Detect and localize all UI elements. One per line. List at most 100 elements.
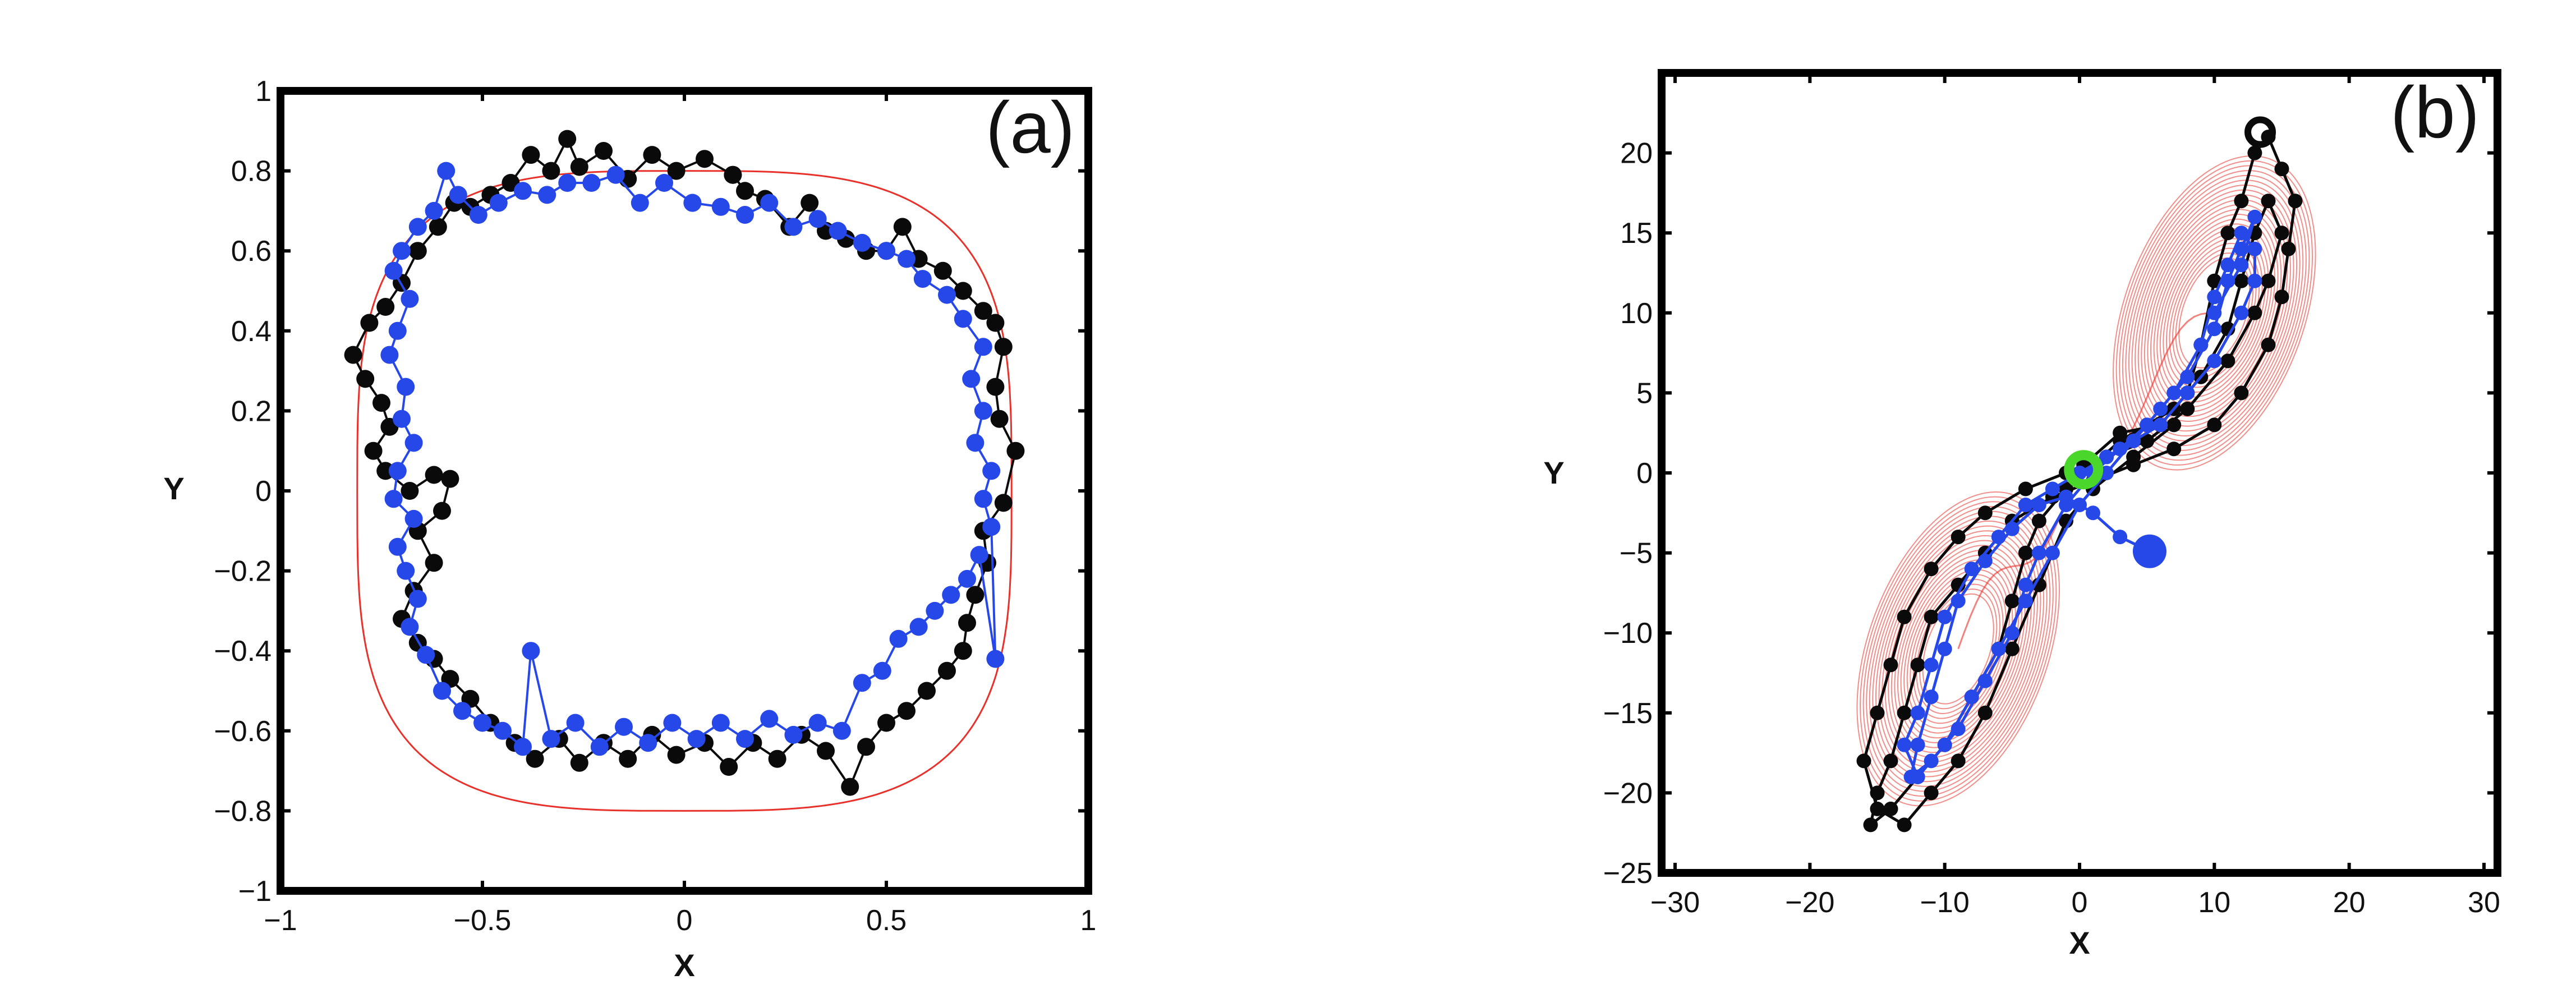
panel-a-data-point <box>489 194 508 212</box>
panel-b-data-point <box>1991 641 2006 656</box>
panel-b-data-point <box>2113 530 2128 545</box>
panel-a-data-point <box>808 210 827 228</box>
panel-a-ytick-label: 0 <box>255 475 272 508</box>
panel-b-xtick-label: 10 <box>2198 886 2230 919</box>
panel-b-data-point <box>2180 401 2195 416</box>
panel-a-data-point <box>933 261 952 280</box>
panel-a-data-point <box>760 194 779 212</box>
panel-a-data-point <box>437 162 456 180</box>
panel-b-data-point <box>1951 753 1966 769</box>
panel-a-data-point <box>433 682 451 700</box>
panel-a-data-point <box>893 218 912 236</box>
panel-a-data-point <box>384 261 403 280</box>
panel-b-data-point <box>2166 385 2182 401</box>
panel-b-data-point <box>1924 689 1939 705</box>
panel-b-ytick-label: −5 <box>1620 537 1653 570</box>
panel-a-data-point <box>417 646 435 664</box>
panel-a-xtick-label: 1 <box>1080 904 1097 937</box>
panel-a-data-point <box>687 730 706 748</box>
panel-b-data-point <box>2288 194 2303 209</box>
panel-b: −30 −20 −10 0 10 20 30 −25 −20 −15 −10 −5 0 5 10 15 20 (… <box>1543 69 2501 960</box>
panel-b-xlabel: X <box>2069 925 2090 960</box>
panel-b-data-point <box>2234 257 2249 273</box>
panel-a-data-point <box>433 502 451 520</box>
panel-b-data-point <box>1977 553 1993 568</box>
panel-a-data-point <box>974 338 992 356</box>
panel-a-data-point <box>425 554 443 572</box>
panel-b-ytick-label: −10 <box>1603 617 1653 650</box>
panel-b-data-point <box>2247 273 2262 288</box>
panel-a-data-point <box>926 601 944 620</box>
panel-b-data-point <box>2247 209 2262 224</box>
panel-b-ytick-label: −15 <box>1603 697 1653 730</box>
panel-a-data-point <box>570 753 588 772</box>
panel-b-data-point <box>2166 417 2182 433</box>
panel-a-data-point <box>425 466 443 484</box>
panel-b-data-point <box>2234 226 2249 241</box>
panel-b-data-point <box>2059 498 2073 512</box>
panel-a-data-point <box>397 378 415 396</box>
panel-a-data-point <box>962 370 981 388</box>
panel-b-data-point <box>2031 498 2046 512</box>
panel-a-data-point <box>909 618 928 636</box>
panel-b-data-point <box>2247 241 2262 256</box>
panel-b-attractor-orbit <box>1910 574 2007 724</box>
panel-a-data-point <box>1006 441 1025 460</box>
panel-a: −1 −0.5 0 0.5 1 −1 −0.8 −0.6 −0.4 −0.2 0 0.2 0.4 0.6 0… <box>163 75 1096 983</box>
panel-b-ytick-label: 5 <box>1636 377 1653 410</box>
panel-b-data-point <box>2140 417 2155 433</box>
panel-b-data-point <box>2207 417 2222 433</box>
panel-a-data-point <box>974 402 992 420</box>
panel-a-data-point <box>655 174 673 192</box>
panel-b-data-point <box>1937 609 1952 624</box>
panel-b-data-point <box>2220 257 2235 273</box>
panel-b-data-point <box>1897 609 1912 624</box>
panel-a-data-point <box>982 462 1001 480</box>
panel-a-ytick-label: −0.2 <box>214 555 272 588</box>
panel-a-series-line <box>352 136 1017 789</box>
panel-b-data-point <box>2018 594 2033 609</box>
panel-b-attractor-orbit <box>1856 491 2060 807</box>
panel-b-attractor-orbit <box>2115 160 2313 466</box>
panel-a-data-point <box>954 310 972 328</box>
panel-b-attractor-orbit <box>2122 169 2307 456</box>
panel-b-data-point <box>1870 705 1885 720</box>
panel-a-data-point <box>429 218 447 236</box>
panel-a-ytick-label: 0.4 <box>231 315 272 348</box>
panel-a-data-point <box>808 714 827 732</box>
panel-b-ytick-label: −25 <box>1603 857 1653 890</box>
panel-a-data-point <box>711 714 730 732</box>
panel-a-data-point <box>970 546 988 564</box>
panel-a-ylabel: Y <box>163 471 184 506</box>
panel-a-data-point <box>817 742 835 760</box>
panel-b-data-point <box>2234 273 2249 288</box>
panel-b-data-point <box>2099 449 2114 464</box>
panel-a-data-point <box>857 738 875 756</box>
panel-b-ytick-label: 15 <box>1620 217 1653 250</box>
panel-a-data-point <box>711 197 730 216</box>
panel-a-data-point <box>974 490 992 508</box>
panel-b-data-point <box>2018 481 2033 496</box>
panel-b-data-point <box>2207 305 2222 320</box>
panel-a-data-point <box>873 661 891 680</box>
panel-a-data-point <box>942 586 960 604</box>
panel-a-data-point <box>994 494 1013 512</box>
panel-b-data-point <box>2247 305 2262 320</box>
panel-b-ytick-label: 20 <box>1620 137 1653 170</box>
panel-a-data-point <box>954 642 972 660</box>
panel-b-data-point <box>2004 521 2020 536</box>
panel-a-data-point <box>877 242 895 260</box>
panel-a-data-point <box>643 146 661 164</box>
panel-b-data-point <box>1870 785 1885 801</box>
panel-b-xtick-label: −10 <box>1920 886 1970 919</box>
panel-a-data-point <box>514 182 532 200</box>
panel-a-ytick-label: 1 <box>255 75 272 108</box>
panel-b-attractor-orbit <box>1922 593 1994 705</box>
panel-b-data-point <box>1924 753 1939 769</box>
panel-b-attractor-orbit <box>1906 569 2010 729</box>
panel-a-data-point <box>853 233 871 252</box>
panel-a-xlabel: X <box>674 948 694 983</box>
panel-b-attractor-orbit <box>2153 218 2276 408</box>
panel-a-xtick-label: −1 <box>264 904 297 937</box>
panel-b-xtick-label: −20 <box>1785 886 1834 919</box>
